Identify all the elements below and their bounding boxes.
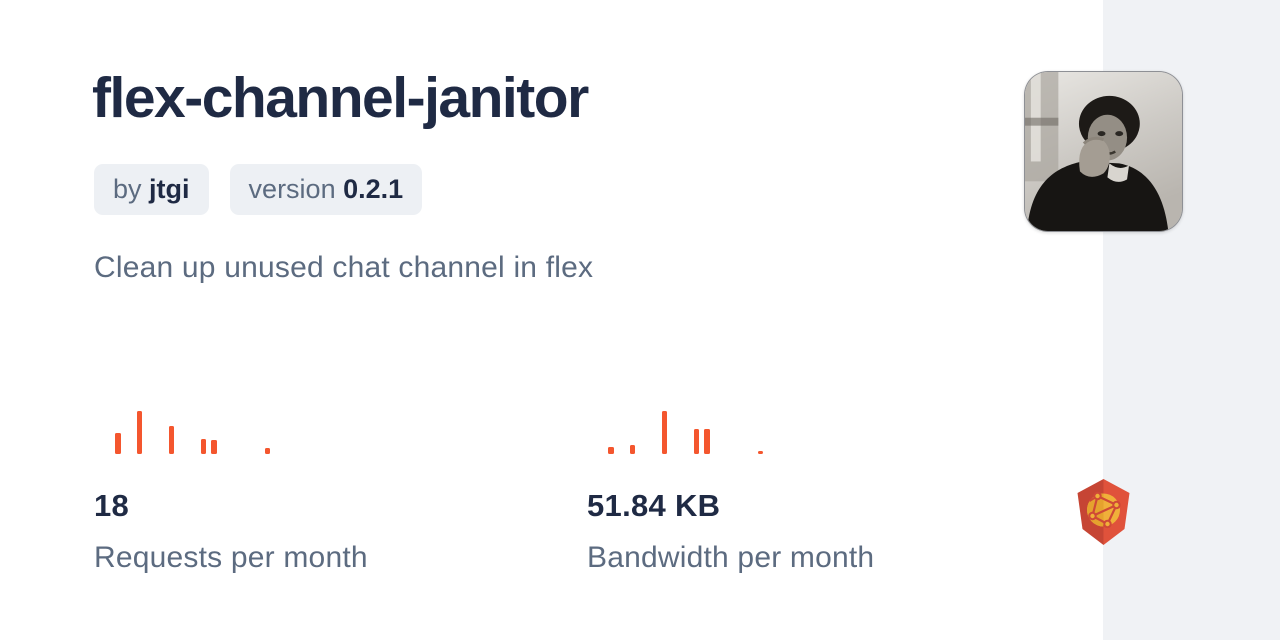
requests-value: 18 bbox=[94, 488, 130, 523]
bandwidth-value: 51.84 KB bbox=[587, 488, 721, 523]
author-photo-image bbox=[1025, 72, 1182, 231]
stats-row: 18 Requests per month 51.84 KB Bandwidth… bbox=[94, 407, 1080, 574]
bandwidth-label: Bandwidth per month bbox=[587, 541, 875, 574]
package-title: flex-channel-janitor bbox=[92, 66, 589, 130]
version-badge-value: 0.2.1 bbox=[343, 174, 404, 204]
jsdelivr-gem-icon bbox=[1077, 479, 1130, 545]
author-avatar bbox=[1024, 71, 1183, 232]
author-badge-prefix: by bbox=[113, 174, 142, 204]
requests-label: Requests per month bbox=[94, 541, 368, 574]
badge-row: by jtgi version 0.2.1 bbox=[94, 164, 423, 215]
requests-stat: 18 Requests per month bbox=[94, 407, 587, 574]
package-description: Clean up unused chat channel in flex bbox=[94, 251, 594, 284]
jsdelivr-logo-icon bbox=[1071, 479, 1136, 545]
requests-sparkline-chart bbox=[94, 407, 270, 454]
bandwidth-stat: 51.84 KB Bandwidth per month bbox=[587, 407, 1080, 574]
author-badge-name: jtgi bbox=[149, 174, 190, 204]
author-badge: by jtgi bbox=[94, 164, 209, 215]
version-badge-prefix: version bbox=[248, 174, 336, 204]
version-badge: version 0.2.1 bbox=[229, 164, 423, 215]
bandwidth-sparkline-chart bbox=[587, 407, 763, 454]
